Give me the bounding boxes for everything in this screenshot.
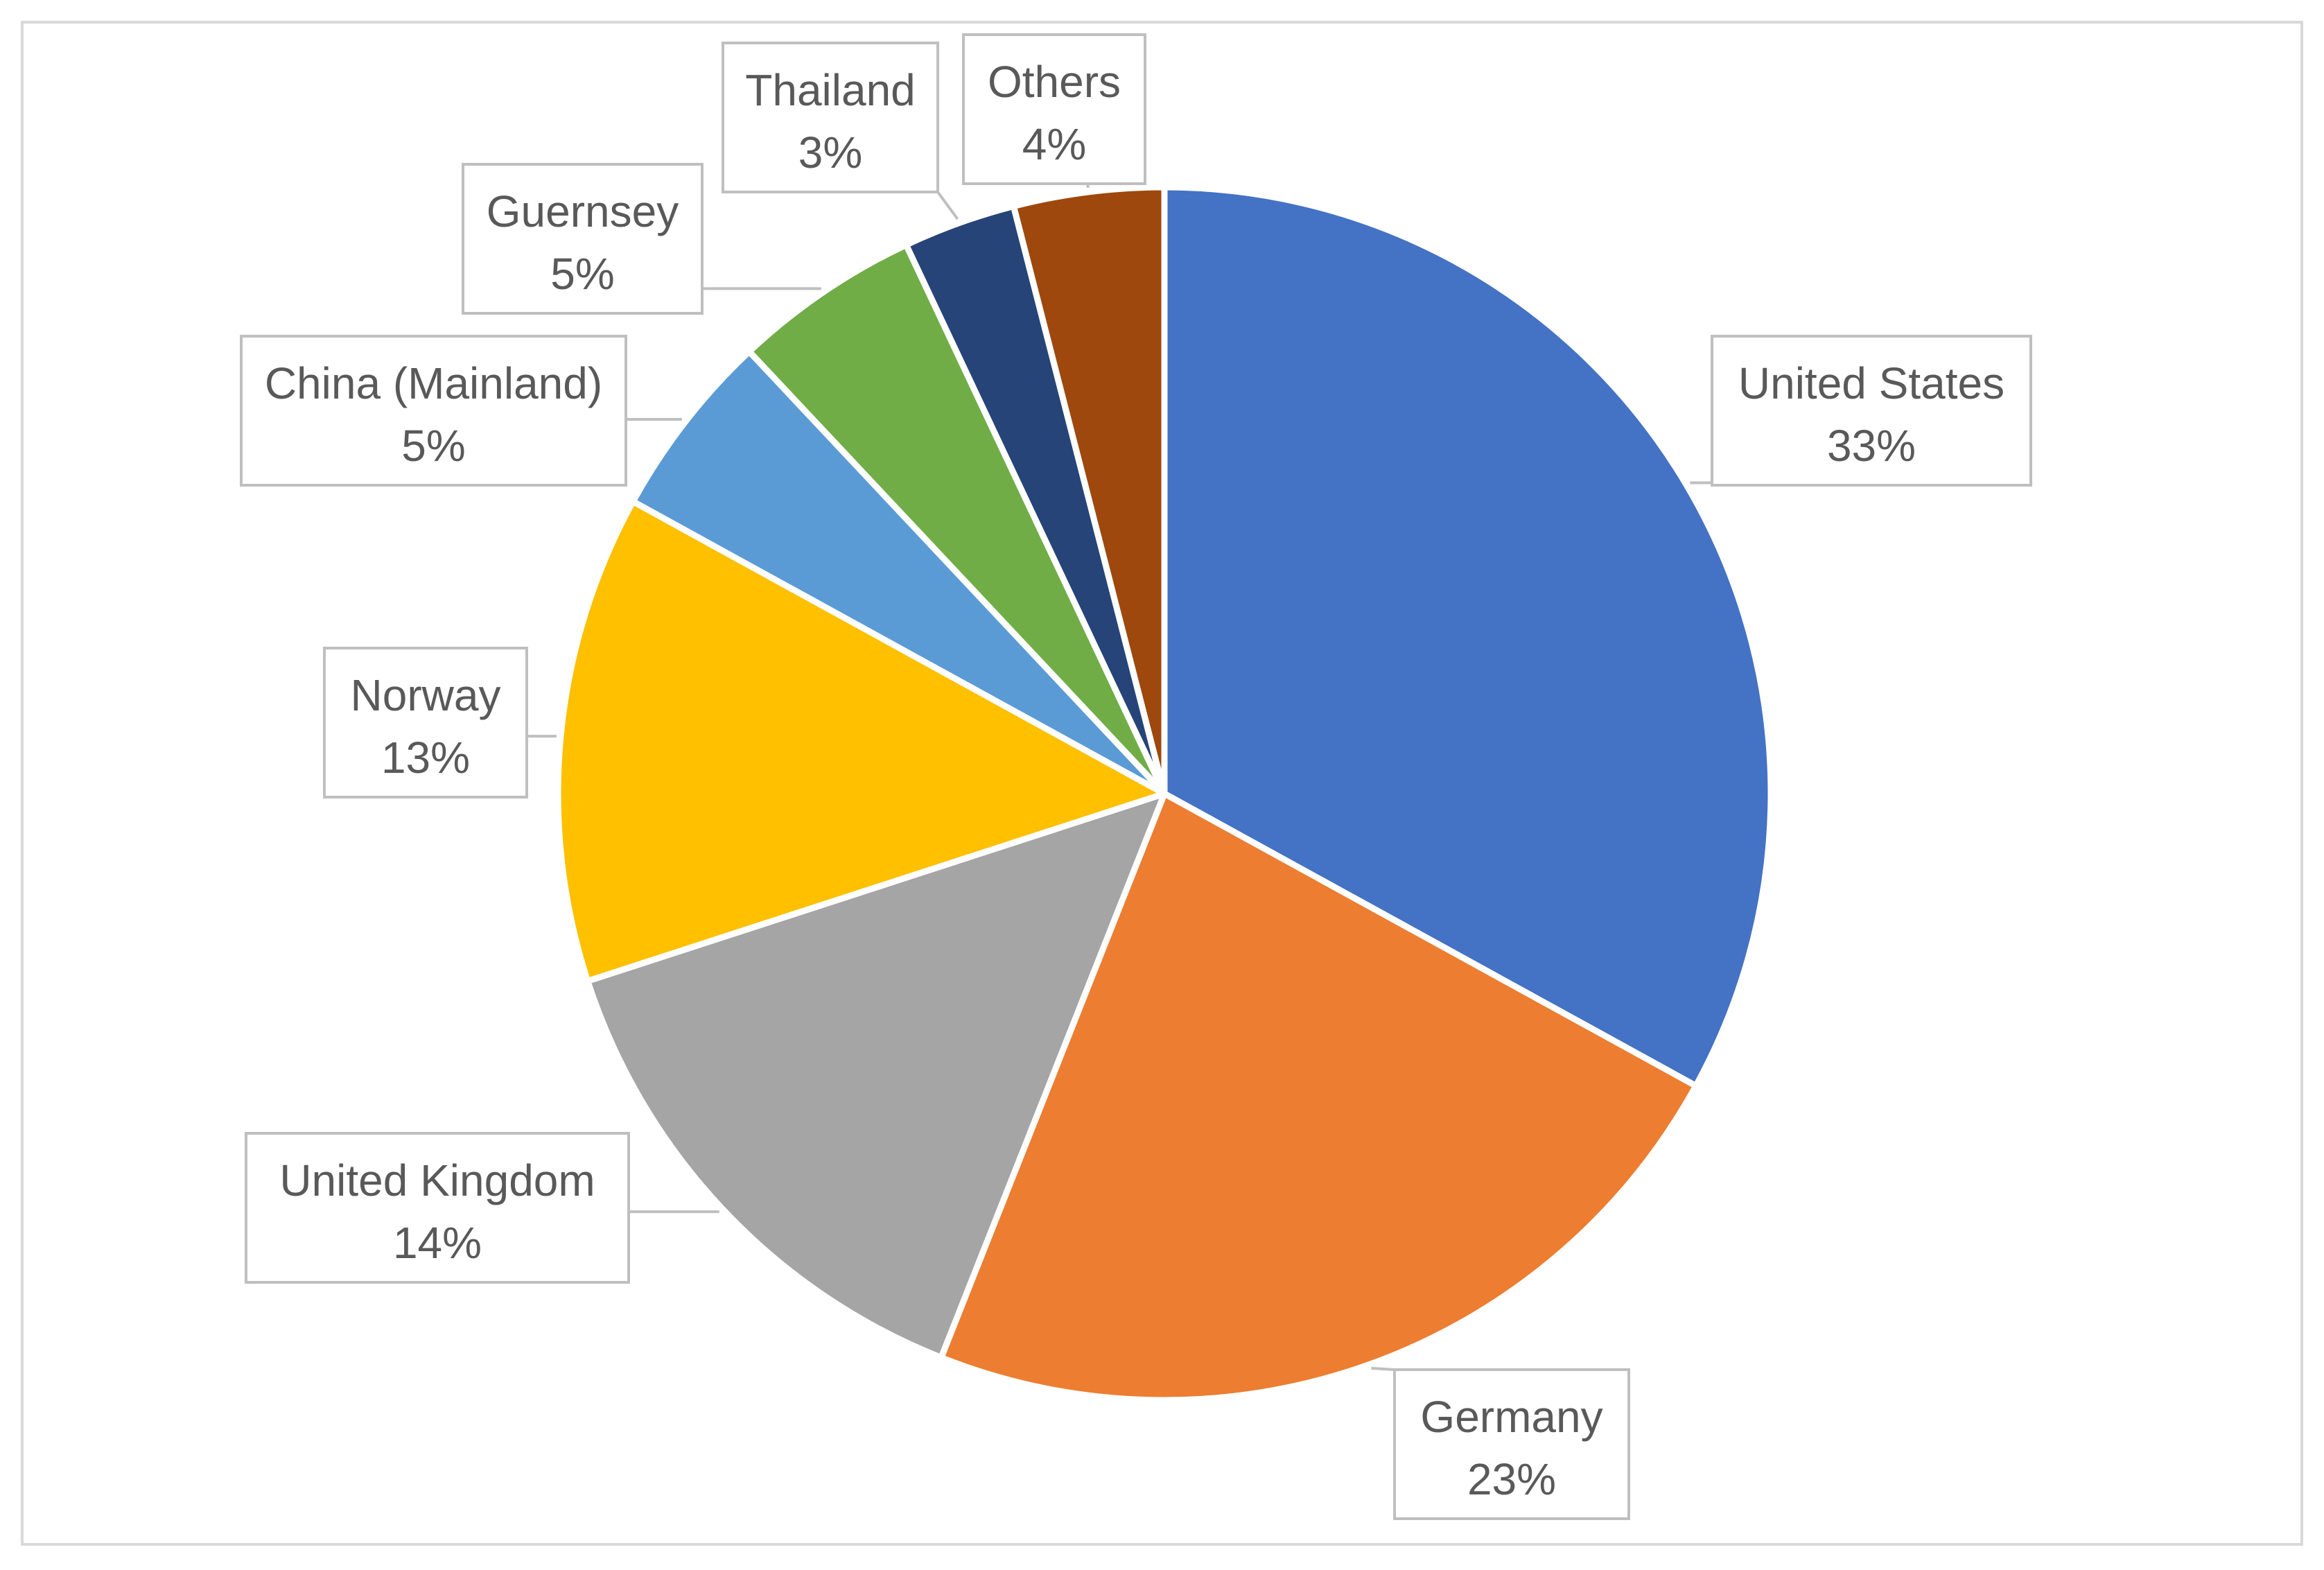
pie-slice-norway[interactable] bbox=[554, 498, 1168, 984]
pie-slice-china-mainland[interactable] bbox=[629, 348, 1168, 797]
data-label-value: 3% bbox=[798, 128, 863, 177]
pie-slice-united-states[interactable] bbox=[1161, 184, 1774, 1090]
data-label-value: 4% bbox=[1022, 119, 1087, 169]
leader-line bbox=[936, 191, 959, 220]
pie-slice-others[interactable] bbox=[1010, 184, 1168, 797]
data-label-box bbox=[323, 647, 528, 799]
data-label-box bbox=[240, 335, 627, 487]
data-label-box bbox=[1711, 335, 2032, 487]
data-label-box bbox=[462, 163, 704, 315]
data-label-box bbox=[962, 33, 1146, 185]
data-label-category: Norway bbox=[351, 670, 501, 720]
data-label-value: 13% bbox=[381, 733, 470, 783]
pie-slice-guernsey[interactable] bbox=[746, 241, 1168, 797]
data-label-value: 33% bbox=[1827, 421, 1916, 471]
data-label-box bbox=[1393, 1368, 1630, 1520]
data-label-category: United Kingdom bbox=[279, 1155, 595, 1205]
data-label-box bbox=[722, 42, 939, 193]
data-label-value: 14% bbox=[393, 1218, 482, 1268]
leader-lines bbox=[527, 184, 1712, 1371]
pie-slice-germany[interactable] bbox=[938, 790, 1700, 1404]
data-label-category: Others bbox=[988, 57, 1121, 107]
leader-line bbox=[1371, 1366, 1395, 1371]
pie-slices bbox=[554, 184, 1774, 1404]
data-label-category: Guernsey bbox=[487, 186, 679, 236]
data-label-value: 5% bbox=[401, 421, 466, 471]
data-label-value: 23% bbox=[1467, 1454, 1556, 1504]
data-label-category: United States bbox=[1738, 358, 2004, 408]
data-label-category: China (Mainland) bbox=[265, 358, 602, 408]
data-label-value: 5% bbox=[550, 249, 615, 299]
data-label-category: Germany bbox=[1420, 1392, 1602, 1442]
data-label-box bbox=[245, 1132, 630, 1284]
data-labels: United States 33% Germany 23% United Kingdom… bbox=[240, 33, 2032, 1520]
data-label-category: Thailand bbox=[745, 65, 916, 115]
